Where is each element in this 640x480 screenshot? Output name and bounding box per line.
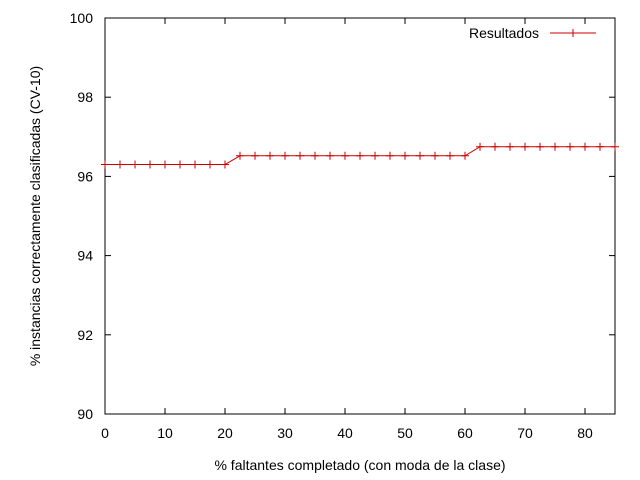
series-layer <box>101 142 619 169</box>
data-point <box>146 160 154 169</box>
data-point <box>161 160 169 169</box>
data-point <box>296 151 304 160</box>
legend-label: Resultados <box>469 25 539 41</box>
data-point <box>581 142 589 151</box>
data-point <box>401 151 409 160</box>
y-tick-label: 100 <box>70 10 94 26</box>
y-tick-label: 92 <box>77 327 93 343</box>
data-point <box>101 160 109 169</box>
data-point <box>221 160 229 169</box>
data-point <box>131 160 139 169</box>
y-tick-label: 90 <box>77 406 93 422</box>
data-point <box>446 151 454 160</box>
data-point <box>191 160 199 169</box>
y-axis: 90 92 94 96 98 100 <box>70 10 615 422</box>
data-point <box>596 142 604 151</box>
data-point <box>551 142 559 151</box>
data-point <box>521 142 529 151</box>
data-point <box>251 151 259 160</box>
x-tick-label: 60 <box>457 425 473 441</box>
data-point <box>176 160 184 169</box>
data-point <box>506 142 514 151</box>
data-point <box>536 142 544 151</box>
data-point <box>611 142 619 151</box>
data-point <box>116 160 124 169</box>
x-axis-title: % faltantes completado (con moda de la c… <box>214 457 505 473</box>
legend-marker-swatch <box>569 29 577 37</box>
data-point <box>566 142 574 151</box>
data-point <box>416 151 424 160</box>
data-point <box>461 151 469 160</box>
data-point <box>371 151 379 160</box>
data-point <box>476 142 484 151</box>
data-point <box>356 151 364 160</box>
y-tick-label: 98 <box>77 89 93 105</box>
x-tick-label: 80 <box>577 425 593 441</box>
data-point <box>266 151 274 160</box>
data-point <box>311 151 319 160</box>
legend: Resultados <box>469 25 596 41</box>
x-tick-label: 30 <box>277 425 293 441</box>
data-point <box>491 142 499 151</box>
data-point <box>431 151 439 160</box>
x-tick-label: 0 <box>101 425 109 441</box>
plot-frame <box>104 17 616 415</box>
y-axis-title: % instancias correctamente clasificadas … <box>27 66 43 366</box>
x-axis: 0 10 20 30 40 50 60 70 80 <box>101 18 593 441</box>
data-point <box>206 160 214 169</box>
data-point <box>326 151 334 160</box>
x-tick-label: 50 <box>397 425 413 441</box>
y-tick-label: 96 <box>77 168 93 184</box>
data-point <box>341 151 349 160</box>
x-tick-label: 20 <box>217 425 233 441</box>
y-tick-label: 94 <box>77 248 93 264</box>
data-point <box>236 151 244 160</box>
x-tick-label: 70 <box>517 425 533 441</box>
data-point <box>386 151 394 160</box>
x-tick-label: 10 <box>157 425 173 441</box>
data-point <box>281 151 289 160</box>
x-tick-label: 40 <box>337 425 353 441</box>
